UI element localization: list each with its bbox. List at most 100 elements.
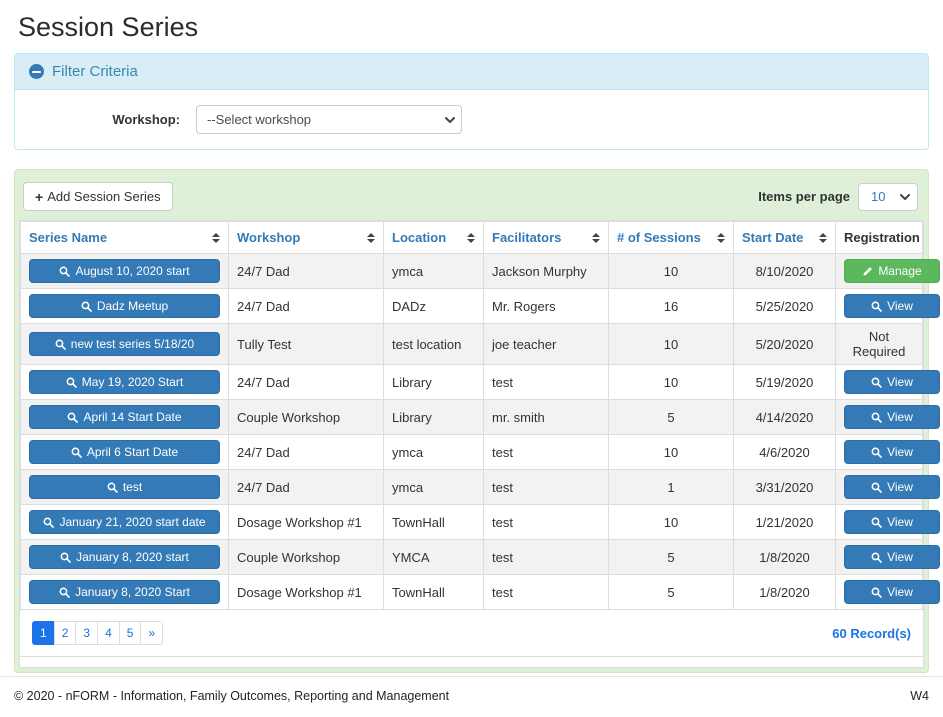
series-name-button[interactable]: January 8, 2020 start [29, 545, 220, 569]
workshop-cell: Dosage Workshop #1 [228, 574, 384, 610]
search-icon [871, 587, 882, 598]
start-date-cell: 5/19/2020 [733, 364, 836, 400]
sessions-cell: 10 [608, 364, 734, 400]
view-button[interactable]: View [844, 440, 940, 464]
sort-icon [717, 232, 725, 243]
sessions-cell: 5 [608, 539, 734, 575]
view-button[interactable]: View [844, 370, 940, 394]
manage-button[interactable]: Manage [844, 259, 940, 283]
copyright-text: © 2020 - nFORM - Information, Family Out… [14, 689, 450, 703]
series-name-button[interactable]: April 14 Start Date [29, 405, 220, 429]
page-link-4[interactable]: 4 [97, 621, 120, 645]
registration-cell: View [835, 469, 940, 505]
series-name-button[interactable]: new test series 5/18/20 [29, 332, 220, 356]
collapse-minus-icon[interactable] [29, 64, 44, 79]
column-header-start-date[interactable]: Start Date [733, 221, 836, 254]
facilitators-cell: mr. smith [483, 399, 609, 435]
column-header-series-name[interactable]: Series Name [20, 221, 229, 254]
facilitators-cell: Mr. Rogers [483, 288, 609, 324]
workshop-cell: Tully Test [228, 323, 384, 365]
series-name-button[interactable]: Dadz Meetup [29, 294, 220, 318]
series-name-button[interactable]: January 8, 2020 Start [29, 580, 220, 604]
table-row: January 21, 2020 start date Dosage Works… [20, 504, 940, 540]
registration-cell: Manage [835, 253, 940, 289]
page-link-3[interactable]: 3 [75, 621, 99, 645]
sessions-cell: 16 [608, 288, 734, 324]
search-icon [71, 447, 82, 458]
facilitators-cell: test [483, 539, 609, 575]
workshop-select[interactable]: --Select workshop [196, 105, 462, 134]
sessions-cell: 10 [608, 434, 734, 470]
search-icon [871, 517, 882, 528]
search-icon [871, 552, 882, 563]
page-footer: © 2020 - nFORM - Information, Family Out… [0, 676, 943, 717]
view-button[interactable]: View [844, 405, 940, 429]
filter-criteria-label: Filter Criteria [52, 63, 138, 80]
search-icon [871, 447, 882, 458]
view-button[interactable]: View [844, 545, 940, 569]
series-name-button[interactable]: April 6 Start Date [29, 440, 220, 464]
sessions-cell: 10 [608, 504, 734, 540]
table-row: January 8, 2020 start Couple Workshop YM… [20, 539, 940, 575]
table-row: April 6 Start Date 24/7 Dad ymca test 10… [20, 434, 940, 470]
series-name-button[interactable]: August 10, 2020 start [29, 259, 220, 283]
main-content: Session Series Filter Criteria Workshop:… [14, 12, 940, 673]
start-date-cell: 1/8/2020 [733, 574, 836, 610]
registration-cell: View [835, 399, 940, 435]
start-date-cell: 5/25/2020 [733, 288, 836, 324]
view-button[interactable]: View [844, 510, 940, 534]
workshop-cell: 24/7 Dad [228, 364, 384, 400]
series-name-button[interactable]: January 21, 2020 start date [29, 510, 220, 534]
table-row: August 10, 2020 start 24/7 Dad ymca Jack… [20, 253, 940, 289]
column-header--of-sessions[interactable]: # of Sessions [608, 221, 734, 254]
registration-cell: View [835, 504, 940, 540]
add-session-series-button[interactable]: + Add Session Series [23, 182, 173, 211]
facilitators-cell: test [483, 574, 609, 610]
view-button[interactable]: View [844, 294, 940, 318]
page-link-1[interactable]: 1 [32, 621, 55, 645]
start-date-cell: 8/10/2020 [733, 253, 836, 289]
page-link-next[interactable]: » [140, 621, 164, 645]
page-link-2[interactable]: 2 [53, 621, 77, 645]
table-container: Series Name Workshop Location Facilitators #… [19, 220, 940, 668]
workshop-cell: 24/7 Dad [228, 469, 384, 505]
facilitators-cell: joe teacher [483, 323, 609, 365]
table-row: January 8, 2020 Start Dosage Workshop #1… [20, 574, 940, 610]
search-icon [871, 377, 882, 388]
search-icon [81, 301, 92, 312]
series-name-button[interactable]: test [29, 475, 220, 499]
pagination-bar: 1 2 3 4 5» 60 Record(s) [20, 610, 923, 656]
search-icon [107, 482, 118, 493]
page-link-5[interactable]: 5 [118, 621, 142, 645]
session-series-panel: + Add Session Series Items per page 10 [14, 169, 940, 673]
filter-criteria-heading[interactable]: Filter Criteria [15, 54, 928, 90]
search-icon [59, 587, 70, 598]
start-date-cell: 1/21/2020 [733, 504, 836, 540]
registration-cell: View [835, 574, 940, 610]
sort-icon [467, 232, 475, 243]
location-cell: Library [383, 364, 484, 400]
sessions-cell: 5 [608, 574, 734, 610]
column-header-location[interactable]: Location [383, 221, 484, 254]
location-cell: ymca [383, 434, 484, 470]
registration-cell: Not Required [835, 323, 923, 365]
page-title: Session Series [18, 12, 199, 42]
location-cell: ymca [383, 253, 484, 289]
facilitators-cell: test [483, 434, 609, 470]
workshop-cell: 24/7 Dad [228, 434, 384, 470]
filter-criteria-panel: Filter Criteria Workshop: --Select works… [14, 53, 929, 150]
table-header-row: Series Name Workshop Location Facilitators #… [20, 221, 923, 254]
environment-label: W4 [910, 689, 929, 703]
pager: 1 2 3 4 5» [32, 621, 164, 645]
series-name-button[interactable]: May 19, 2020 Start [29, 370, 220, 394]
location-cell: ymca [383, 469, 484, 505]
search-icon [55, 339, 66, 350]
registration-cell: View [835, 434, 940, 470]
location-cell: test location [383, 323, 484, 365]
search-icon [871, 412, 882, 423]
items-per-page-select[interactable]: 10 [858, 182, 918, 211]
column-header-facilitators[interactable]: Facilitators [483, 221, 609, 254]
column-header-workshop[interactable]: Workshop [228, 221, 384, 254]
view-button[interactable]: View [844, 475, 940, 499]
view-button[interactable]: View [844, 580, 940, 604]
